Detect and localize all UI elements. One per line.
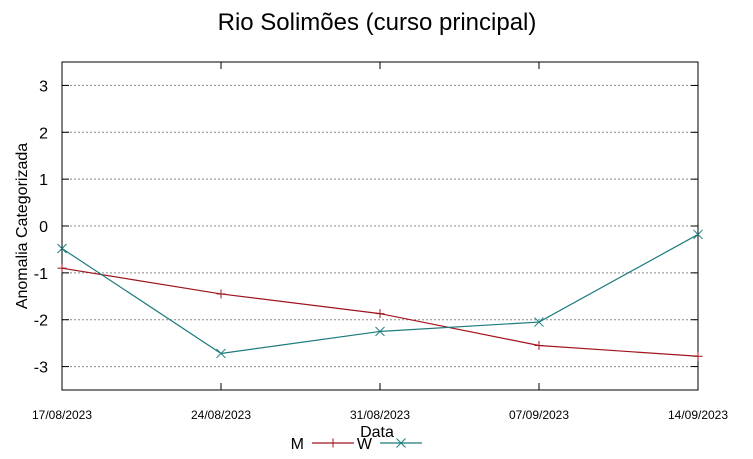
- y-tick-label: 2: [39, 125, 48, 142]
- legend-swatch-marker: [328, 438, 338, 448]
- y-tick-label: 0: [39, 219, 48, 236]
- data-point-m: [216, 289, 226, 299]
- data-point-m: [693, 351, 703, 361]
- x-axis: 17/08/2023 24/08/2023 31/08/2023 07/09/2023…: [32, 62, 728, 422]
- x-tick-label: 24/08/2023: [191, 408, 251, 422]
- x-axis-label: Data: [360, 424, 394, 441]
- chart-title: Rio Solimões (curso principal): [218, 9, 537, 36]
- y-axis-label: Anomalia Categorizada: [14, 143, 31, 309]
- y-tick-label: 1: [39, 172, 48, 189]
- y-tick-label: -1: [34, 266, 48, 283]
- x-tick-label: 14/09/2023: [668, 408, 728, 422]
- data-point-w: [375, 326, 385, 337]
- x-tick-label: 31/08/2023: [350, 408, 410, 422]
- legend-label: M: [291, 436, 304, 453]
- legend-item-w: W: [357, 436, 422, 453]
- data-point-m: [375, 309, 385, 319]
- y-tick-label: 3: [39, 78, 48, 95]
- y-tick-label: -2: [34, 313, 48, 330]
- x-tick-label: 17/08/2023: [32, 408, 92, 422]
- y-axis: -3 -2 -1 0 1 2 3: [34, 78, 698, 377]
- data-point-m: [57, 263, 67, 273]
- legend-swatch-marker: [396, 438, 406, 448]
- grid-lines: [62, 84, 698, 368]
- legend-label: W: [357, 436, 373, 453]
- data-point-w: [57, 243, 67, 254]
- data-point-m: [534, 340, 544, 350]
- legend-item-m: M: [291, 436, 354, 453]
- data-point-w: [534, 317, 544, 327]
- series-group: [57, 229, 703, 361]
- data-point-w: [216, 348, 226, 359]
- x-tick-label: 07/09/2023: [509, 408, 569, 422]
- y-tick-label: -3: [34, 360, 48, 377]
- data-point-w: [693, 229, 703, 240]
- series-line-w: [61, 233, 699, 355]
